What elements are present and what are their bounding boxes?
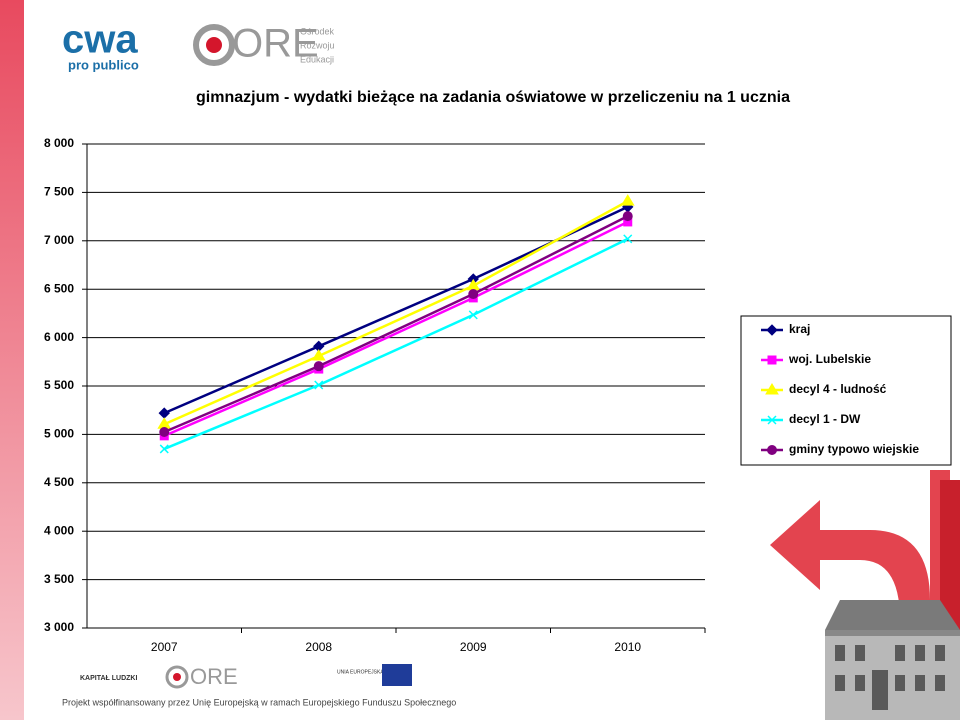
data-point	[620, 194, 635, 206]
data-point	[313, 361, 324, 372]
footer-ore: ORE	[190, 664, 238, 689]
series-line	[163, 237, 629, 451]
logo-cwa: cwa	[62, 18, 138, 62]
y-tick-label: 8 000	[44, 136, 74, 150]
y-tick-label: 3 500	[44, 572, 74, 586]
footer-text: Projekt współfinansowany przez Unię Euro…	[62, 697, 456, 707]
eu-flag	[382, 664, 412, 686]
y-tick-label: 4 500	[44, 475, 74, 489]
data-point	[623, 234, 633, 244]
x-tick-label: 2007	[151, 640, 178, 654]
x-tick-label: 2009	[460, 640, 487, 654]
logo-ore-ring	[193, 24, 235, 66]
logo-ore-sub: Rozwoju	[300, 40, 335, 50]
legend-label: woj. Lubelskie	[788, 352, 871, 366]
y-tick-label: 7 500	[44, 185, 74, 199]
logo-ore-sub: Edukacji	[300, 54, 334, 64]
data-point	[159, 444, 169, 454]
legend-marker	[766, 324, 778, 336]
series-line	[163, 214, 629, 434]
logo-ore-sub: Ośrodek	[300, 26, 335, 36]
logo-cwa-sub: pro publico	[68, 57, 139, 72]
y-tick-label: 7 000	[44, 233, 74, 247]
data-point	[314, 380, 324, 390]
footer-ore-ring	[165, 665, 189, 689]
y-tick-label: 4 000	[44, 523, 74, 537]
legend-marker	[767, 415, 777, 425]
data-point	[159, 426, 170, 437]
footer-bg	[30, 655, 820, 720]
data-point	[468, 310, 478, 320]
x-tick-label: 2008	[305, 640, 332, 654]
legend-marker	[765, 383, 779, 395]
data-point	[311, 349, 326, 361]
series-line	[163, 200, 629, 426]
legend-marker	[767, 355, 777, 365]
chart-title: gimnazjum - wydatki bieżące na zadania o…	[196, 89, 790, 106]
y-tick-label: 5 500	[44, 378, 74, 392]
legend-label: gminy typowo wiejskie	[789, 442, 919, 456]
y-tick-label: 5 000	[44, 427, 74, 441]
series-line	[163, 220, 629, 437]
legend-label: decyl 1 - DW	[789, 412, 861, 426]
building	[825, 600, 960, 720]
footer-kl: KAPITAŁ LUDZKI	[80, 675, 137, 682]
legend-label: kraj	[789, 322, 810, 336]
x-tick-label: 2010	[614, 640, 641, 654]
data-point	[622, 211, 633, 222]
logo-ore: ORE	[232, 22, 319, 66]
y-tick-label: 3 000	[44, 620, 74, 634]
footer-ue: UNIA EUROPEJSKA	[337, 669, 384, 675]
footer-ore-dot	[173, 673, 181, 681]
legend-marker	[767, 445, 777, 455]
side-strip	[0, 0, 24, 720]
data-point	[468, 289, 479, 300]
legend-label: decyl 4 - ludność	[789, 382, 887, 396]
logo-ore-dot	[206, 37, 222, 53]
y-tick-label: 6 000	[44, 330, 74, 344]
y-tick-label: 6 500	[44, 281, 74, 295]
